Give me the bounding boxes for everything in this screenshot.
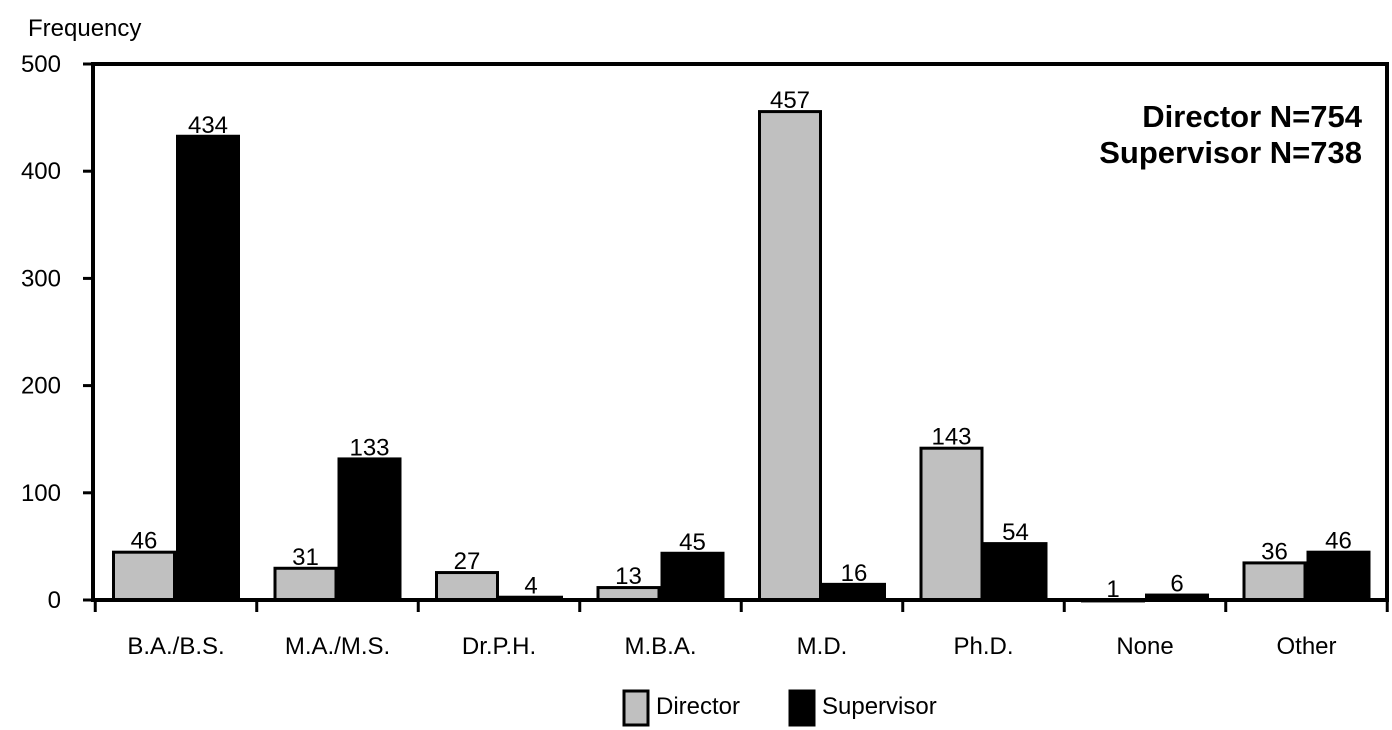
- value-label-supervisor-3: 45: [679, 529, 706, 556]
- bar-supervisor-0: [176, 134, 240, 600]
- category-label-7: Other: [1276, 633, 1336, 660]
- y-tick-label: 400: [21, 158, 61, 185]
- category-label-5: Ph.D.: [953, 633, 1013, 660]
- bar-supervisor-3: [660, 551, 725, 600]
- bar-director-7: [1242, 561, 1307, 602]
- legend-swatch-director: [622, 689, 650, 727]
- bar-supervisor-5: [983, 542, 1048, 600]
- category-label-4: M.D.: [797, 633, 848, 660]
- y-tick-label: 500: [21, 51, 61, 78]
- bar-supervisor-2: [499, 595, 563, 600]
- value-label-director-1: 31: [292, 544, 319, 571]
- value-label-director-5: 143: [931, 424, 971, 451]
- value-label-director-7: 36: [1261, 538, 1288, 565]
- annotation-supervisor-n: Supervisor N=738: [1099, 135, 1362, 170]
- y-axis-label: Frequency: [28, 15, 141, 42]
- bar-director-0: [112, 550, 176, 602]
- value-label-director-2: 27: [454, 548, 481, 575]
- value-label-supervisor-5: 54: [1002, 519, 1029, 546]
- value-label-supervisor-4: 16: [841, 560, 868, 587]
- bar-director-1: [273, 566, 338, 602]
- bars-group: [112, 110, 1371, 603]
- category-label-0: B.A./B.S.: [127, 633, 224, 660]
- value-label-director-3: 13: [615, 563, 642, 590]
- y-tick-label: 200: [21, 373, 61, 400]
- category-labels: B.A./B.S. M.A./M.S. Dr.P.H. M.B.A. M.D. Ph.D.…: [127, 633, 1336, 660]
- y-axis-ticks: 0 100 200 300 400 500: [21, 51, 93, 614]
- bar-director-4: [758, 110, 822, 602]
- value-label-supervisor-2: 4: [524, 573, 537, 600]
- annotation-director-n: Director N=754: [1142, 99, 1362, 134]
- category-label-1: M.A./M.S.: [285, 633, 390, 660]
- value-label-director-6: 1: [1106, 576, 1119, 603]
- category-label-3: M.B.A.: [624, 633, 696, 660]
- legend-label-director: Director: [656, 693, 740, 720]
- plot-frame: [91, 62, 1389, 602]
- value-label-director-0: 46: [131, 528, 158, 555]
- y-tick-label: 100: [21, 480, 61, 507]
- category-label-2: Dr.P.H.: [462, 633, 536, 660]
- bar-supervisor-1: [337, 457, 402, 600]
- category-label-6: None: [1116, 633, 1173, 660]
- y-tick-label: 300: [21, 265, 61, 292]
- legend-swatch-supervisor: [788, 689, 816, 727]
- legend: Director Supervisor: [622, 689, 937, 727]
- y-tick-label: 0: [48, 587, 61, 614]
- value-label-supervisor-7: 46: [1325, 528, 1352, 555]
- bar-supervisor-7: [1306, 550, 1371, 600]
- value-label-director-4: 457: [770, 87, 810, 114]
- bar-director-5: [919, 446, 984, 602]
- bar-supervisor-6: [1145, 593, 1209, 600]
- bar-director-2: [435, 571, 499, 602]
- legend-label-supervisor: Supervisor: [822, 693, 937, 720]
- bar-supervisor-4: [822, 582, 886, 600]
- value-label-supervisor-0: 434: [188, 112, 228, 139]
- value-label-supervisor-6: 6: [1170, 571, 1183, 598]
- value-label-supervisor-1: 133: [349, 434, 389, 461]
